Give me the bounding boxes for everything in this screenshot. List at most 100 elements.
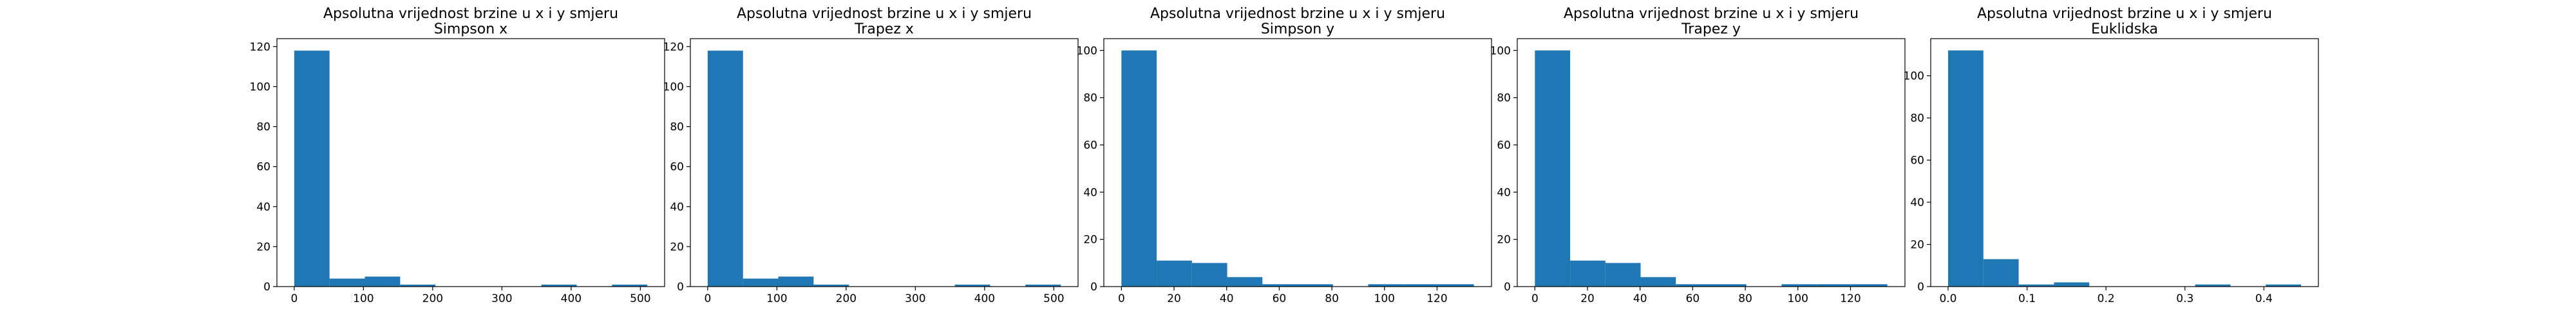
histogram-bar (1605, 263, 1641, 287)
y-tick-label: 80 (1497, 92, 1511, 105)
histogram-bar (1711, 284, 1747, 287)
histogram-bar (612, 284, 648, 287)
histogram-bar (2054, 282, 2090, 287)
histogram-bar (1817, 284, 1852, 287)
x-tick-label: 0.0 (1939, 292, 1956, 305)
x-tick-label: 300 (491, 292, 512, 305)
x-tick-label: 120 (1426, 292, 1447, 305)
subplot-title: Apsolutna vrijednost brzine u x i y smje… (737, 6, 1032, 22)
x-tick-label: 40 (1220, 292, 1234, 305)
x-tick-label: 20 (1580, 292, 1595, 305)
axes-frame (276, 38, 665, 287)
y-tick-label: 100 (1077, 44, 1097, 57)
y-tick-label: 40 (1083, 186, 1097, 199)
y-tick-label: 100 (1490, 44, 1511, 57)
histogram-bar (2018, 284, 2054, 287)
histogram-bar (1298, 284, 1333, 287)
x-tick-label: 0 (290, 292, 298, 305)
histogram-bar (813, 284, 849, 287)
x-tick-label: 0.4 (2255, 292, 2273, 305)
y-tick-label: 100 (663, 81, 684, 94)
y-tick-label: 0 (677, 281, 684, 294)
histogram-bar (707, 50, 743, 287)
histogram-bar (1535, 50, 1571, 287)
subplot-3: 0 20 40 60 80 100 120 0 20 40 60 80 100 Apsolutna vri… (1077, 6, 1492, 305)
axes-frame (690, 38, 1079, 287)
histogram-bar (1025, 284, 1061, 287)
y-tick-label: 100 (250, 81, 270, 94)
histogram-bar (1121, 50, 1157, 287)
y-tick-label: 20 (1910, 239, 1924, 252)
histogram-bar (1262, 284, 1298, 287)
x-tick-label: 0.2 (2098, 292, 2115, 305)
y-tick-label: 0 (1090, 281, 1097, 294)
histogram-bar (2266, 284, 2302, 287)
x-tick-label: 200 (836, 292, 857, 305)
histogram-bar (1368, 284, 1404, 287)
y-tick-label: 20 (1083, 234, 1097, 247)
x-tick-label: 100 (1374, 292, 1395, 305)
axes-frame (1517, 38, 1906, 287)
y-tick-label: 60 (1910, 155, 1924, 167)
x-tick-label: 500 (1043, 292, 1064, 305)
x-tick-label: 100 (766, 292, 787, 305)
x-tick-label: 0.3 (2176, 292, 2193, 305)
x-tick-label: 0 (1531, 292, 1539, 305)
histogram-bar (329, 278, 365, 287)
histogram-bar (1438, 284, 1474, 287)
x-tick-label: 400 (561, 292, 582, 305)
histogram-bar (1227, 277, 1263, 287)
histogram-bar (743, 278, 779, 287)
histogram-bar (1640, 277, 1676, 287)
y-tick-label: 40 (670, 201, 684, 214)
x-tick-label: 0 (704, 292, 711, 305)
y-tick-label: 20 (670, 241, 684, 254)
y-tick-label: 80 (1910, 112, 1924, 125)
y-tick-label: 20 (256, 241, 270, 254)
subplot-title: Apsolutna vrijednost brzine u x i y smje… (1150, 6, 1445, 22)
x-tick-label: 40 (1633, 292, 1647, 305)
y-tick-label: 40 (1497, 186, 1511, 199)
y-tick-label: 60 (670, 161, 684, 174)
x-tick-label: 200 (422, 292, 443, 305)
subplot-title: Apsolutna vrijednost brzine u x i y smje… (1977, 6, 2272, 22)
y-tick-label: 60 (256, 161, 270, 174)
y-tick-label: 80 (1083, 92, 1097, 105)
subplot-1: 0 100 200 300 400 500 0 20 40 60 80 100 120 Apsolutna… (250, 6, 665, 305)
x-tick-label: 500 (630, 292, 650, 305)
y-tick-label: 0 (1504, 281, 1511, 294)
histogram-bar (365, 276, 401, 287)
subplot-subtitle: Trapez x (854, 21, 914, 37)
y-tick-label: 60 (1497, 139, 1511, 152)
y-tick-label: 80 (670, 121, 684, 134)
histogram-bar (1570, 260, 1605, 287)
histogram-bar (400, 284, 436, 287)
subplot-4: 0 20 40 60 80 100 120 0 20 40 60 80 100 Apsolutna vri… (1490, 6, 1906, 305)
histogram-bar (1852, 284, 1888, 287)
histogram-bar (1676, 284, 1711, 287)
axes-frame (1930, 38, 2319, 287)
x-tick-label: 80 (1325, 292, 1339, 305)
subplot-subtitle: Simpson y (1261, 21, 1334, 37)
x-tick-label: 80 (1738, 292, 1752, 305)
subplot-subtitle: Simpson x (434, 21, 507, 37)
x-tick-label: 0.1 (2018, 292, 2036, 305)
subplot-title: Apsolutna vrijednost brzine u x i y smje… (323, 6, 618, 22)
x-tick-label: 120 (1840, 292, 1861, 305)
axes-frame (1103, 38, 1492, 287)
subplot-title: Apsolutna vrijednost brzine u x i y smje… (1564, 6, 1859, 22)
histogram-bar (1157, 260, 1192, 287)
histogram-bar (2195, 284, 2231, 287)
subplot-2: 0 100 200 300 400 500 0 20 40 60 80 100 120 Apsolutna… (663, 6, 1079, 305)
x-tick-label: 60 (1273, 292, 1287, 305)
y-tick-label: 120 (250, 41, 270, 53)
histogram-bar (778, 276, 814, 287)
subplot-subtitle: Euklidska (2091, 21, 2158, 37)
y-tick-label: 60 (1083, 139, 1097, 152)
x-tick-label: 60 (1686, 292, 1700, 305)
subplot-5: 0.0 0.1 0.2 0.3 0.4 0 20 40 60 80 100 Apsolutna vri… (1904, 6, 2319, 305)
y-tick-label: 0 (1917, 281, 1924, 294)
x-tick-label: 300 (905, 292, 925, 305)
y-tick-label: 0 (263, 281, 270, 294)
